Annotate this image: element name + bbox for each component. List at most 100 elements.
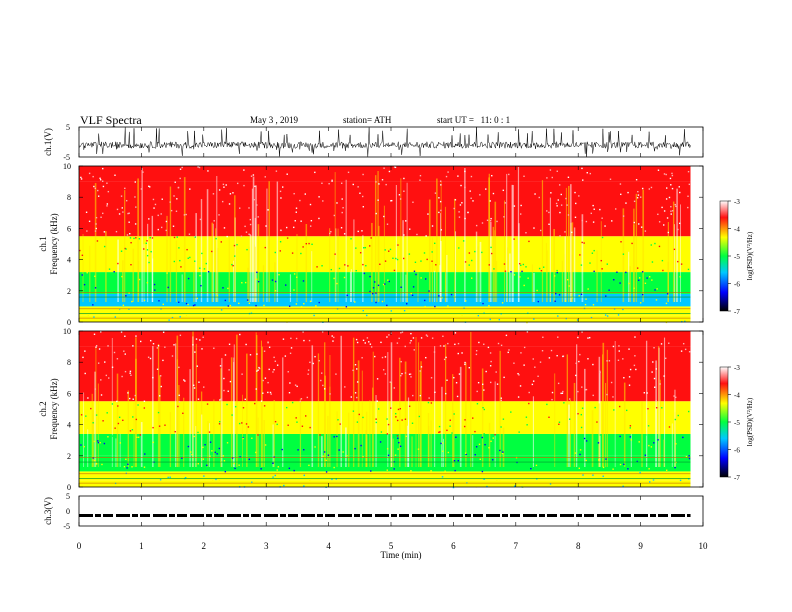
spec-speckle — [287, 424, 289, 426]
spec-speckle — [530, 467, 532, 470]
spec-speckle — [131, 429, 134, 431]
spec-speckle — [416, 233, 418, 236]
spec-streak — [581, 214, 584, 302]
spec-speckle — [337, 419, 339, 421]
spec-speckle — [445, 356, 447, 359]
spec-speckle — [323, 451, 326, 453]
spec-streak — [546, 250, 548, 302]
spec-speckle — [231, 263, 233, 266]
spec-speckle — [496, 383, 499, 385]
spec-speckle — [372, 287, 375, 289]
spec-speckle — [639, 302, 642, 304]
spec-streak — [357, 360, 360, 467]
ch1-ylabel: ch.1(V) — [43, 128, 53, 156]
x-tick-label: 1 — [139, 541, 144, 551]
spec-speckle — [134, 223, 137, 225]
spec-speckle — [191, 310, 193, 312]
spec-speckle — [620, 241, 622, 243]
spec-streak — [545, 242, 547, 302]
spec-speckle — [460, 184, 462, 187]
spec-speckle — [124, 335, 126, 337]
spec-speckle — [384, 283, 386, 285]
spec-speckle — [618, 350, 620, 352]
spec-speckle — [441, 296, 443, 299]
spec-speckle — [285, 406, 288, 409]
spec-speckle — [400, 374, 402, 377]
spec-speckle — [362, 309, 364, 312]
spec-speckle — [519, 213, 522, 215]
spec-speckle — [636, 460, 638, 463]
spec-speckle — [355, 269, 357, 272]
spec-speckle — [90, 407, 92, 410]
colorbar-ch2: -3-4-5-6-7 log(PSD)(V²/Hz) — [719, 364, 754, 482]
spec-speckle — [325, 471, 328, 473]
spec-speckle — [223, 460, 226, 462]
spec-speckle — [215, 478, 217, 481]
spec-streak — [311, 251, 313, 302]
spec-speckle — [619, 463, 622, 466]
spec-speckle — [489, 219, 492, 222]
spec-speckle — [555, 202, 558, 205]
spec-speckle — [309, 225, 312, 227]
spec-speckle — [135, 418, 138, 421]
spec-speckle — [472, 417, 474, 419]
spec-speckle — [464, 452, 467, 454]
spec-speckle — [187, 303, 189, 306]
spec-speckle — [274, 474, 276, 477]
spec-speckle — [631, 242, 633, 245]
spec-speckle — [438, 197, 440, 199]
spec-speckle — [663, 173, 666, 175]
spec-speckle — [487, 346, 490, 349]
spec-speckle — [628, 348, 630, 350]
spec-speckle — [633, 364, 636, 367]
spec-speckle — [405, 303, 408, 305]
spec-speckle — [295, 337, 298, 340]
spec-speckle — [152, 441, 154, 444]
spec-speckle — [184, 477, 187, 479]
spec-speckle — [111, 403, 114, 405]
spec-speckle — [200, 285, 202, 287]
spec-speckle — [131, 300, 133, 303]
spec-streak — [371, 222, 373, 302]
spec-streak — [374, 175, 377, 302]
spec-speckle — [227, 287, 229, 290]
spec-speckle — [396, 258, 399, 261]
spec-speckle — [122, 304, 125, 306]
spec-speckle — [538, 267, 541, 270]
spec-speckle — [584, 303, 587, 306]
spec-speckle — [477, 314, 480, 317]
spec-speckle — [116, 400, 118, 403]
spec-speckle — [312, 362, 314, 365]
spec-speckle — [189, 256, 191, 259]
spec-streak — [116, 373, 119, 467]
spec-speckle — [381, 300, 384, 303]
spec-speckle — [619, 282, 621, 284]
spec-speckle — [517, 372, 519, 375]
spec-speckle — [404, 345, 406, 348]
spec-speckle — [291, 401, 294, 404]
spec-speckle — [203, 475, 205, 477]
spec-speckle — [357, 230, 359, 233]
spec-speckle — [682, 436, 684, 439]
spec-speckle — [327, 454, 330, 456]
spec-speckle — [622, 253, 625, 255]
spec-speckle — [364, 342, 366, 344]
spec-speckle — [87, 314, 89, 316]
spec-speckle — [581, 386, 583, 388]
spec-speckle — [492, 192, 495, 195]
spec-speckle — [638, 277, 641, 279]
spec-speckle — [154, 289, 156, 291]
spec-speckle — [343, 276, 346, 279]
spec-speckle — [646, 277, 648, 279]
spec-speckle — [440, 184, 442, 186]
spec-speckle — [504, 270, 507, 272]
spec-streak — [444, 206, 446, 302]
freq-tick-label: 8 — [67, 358, 71, 367]
spec-streak — [440, 213, 442, 302]
spec-speckle — [123, 465, 126, 468]
spec-speckle — [223, 227, 226, 229]
spec-speckle — [100, 216, 102, 218]
spec-speckle — [170, 209, 173, 212]
spec-speckle — [477, 381, 480, 384]
spec-speckle — [379, 263, 381, 265]
